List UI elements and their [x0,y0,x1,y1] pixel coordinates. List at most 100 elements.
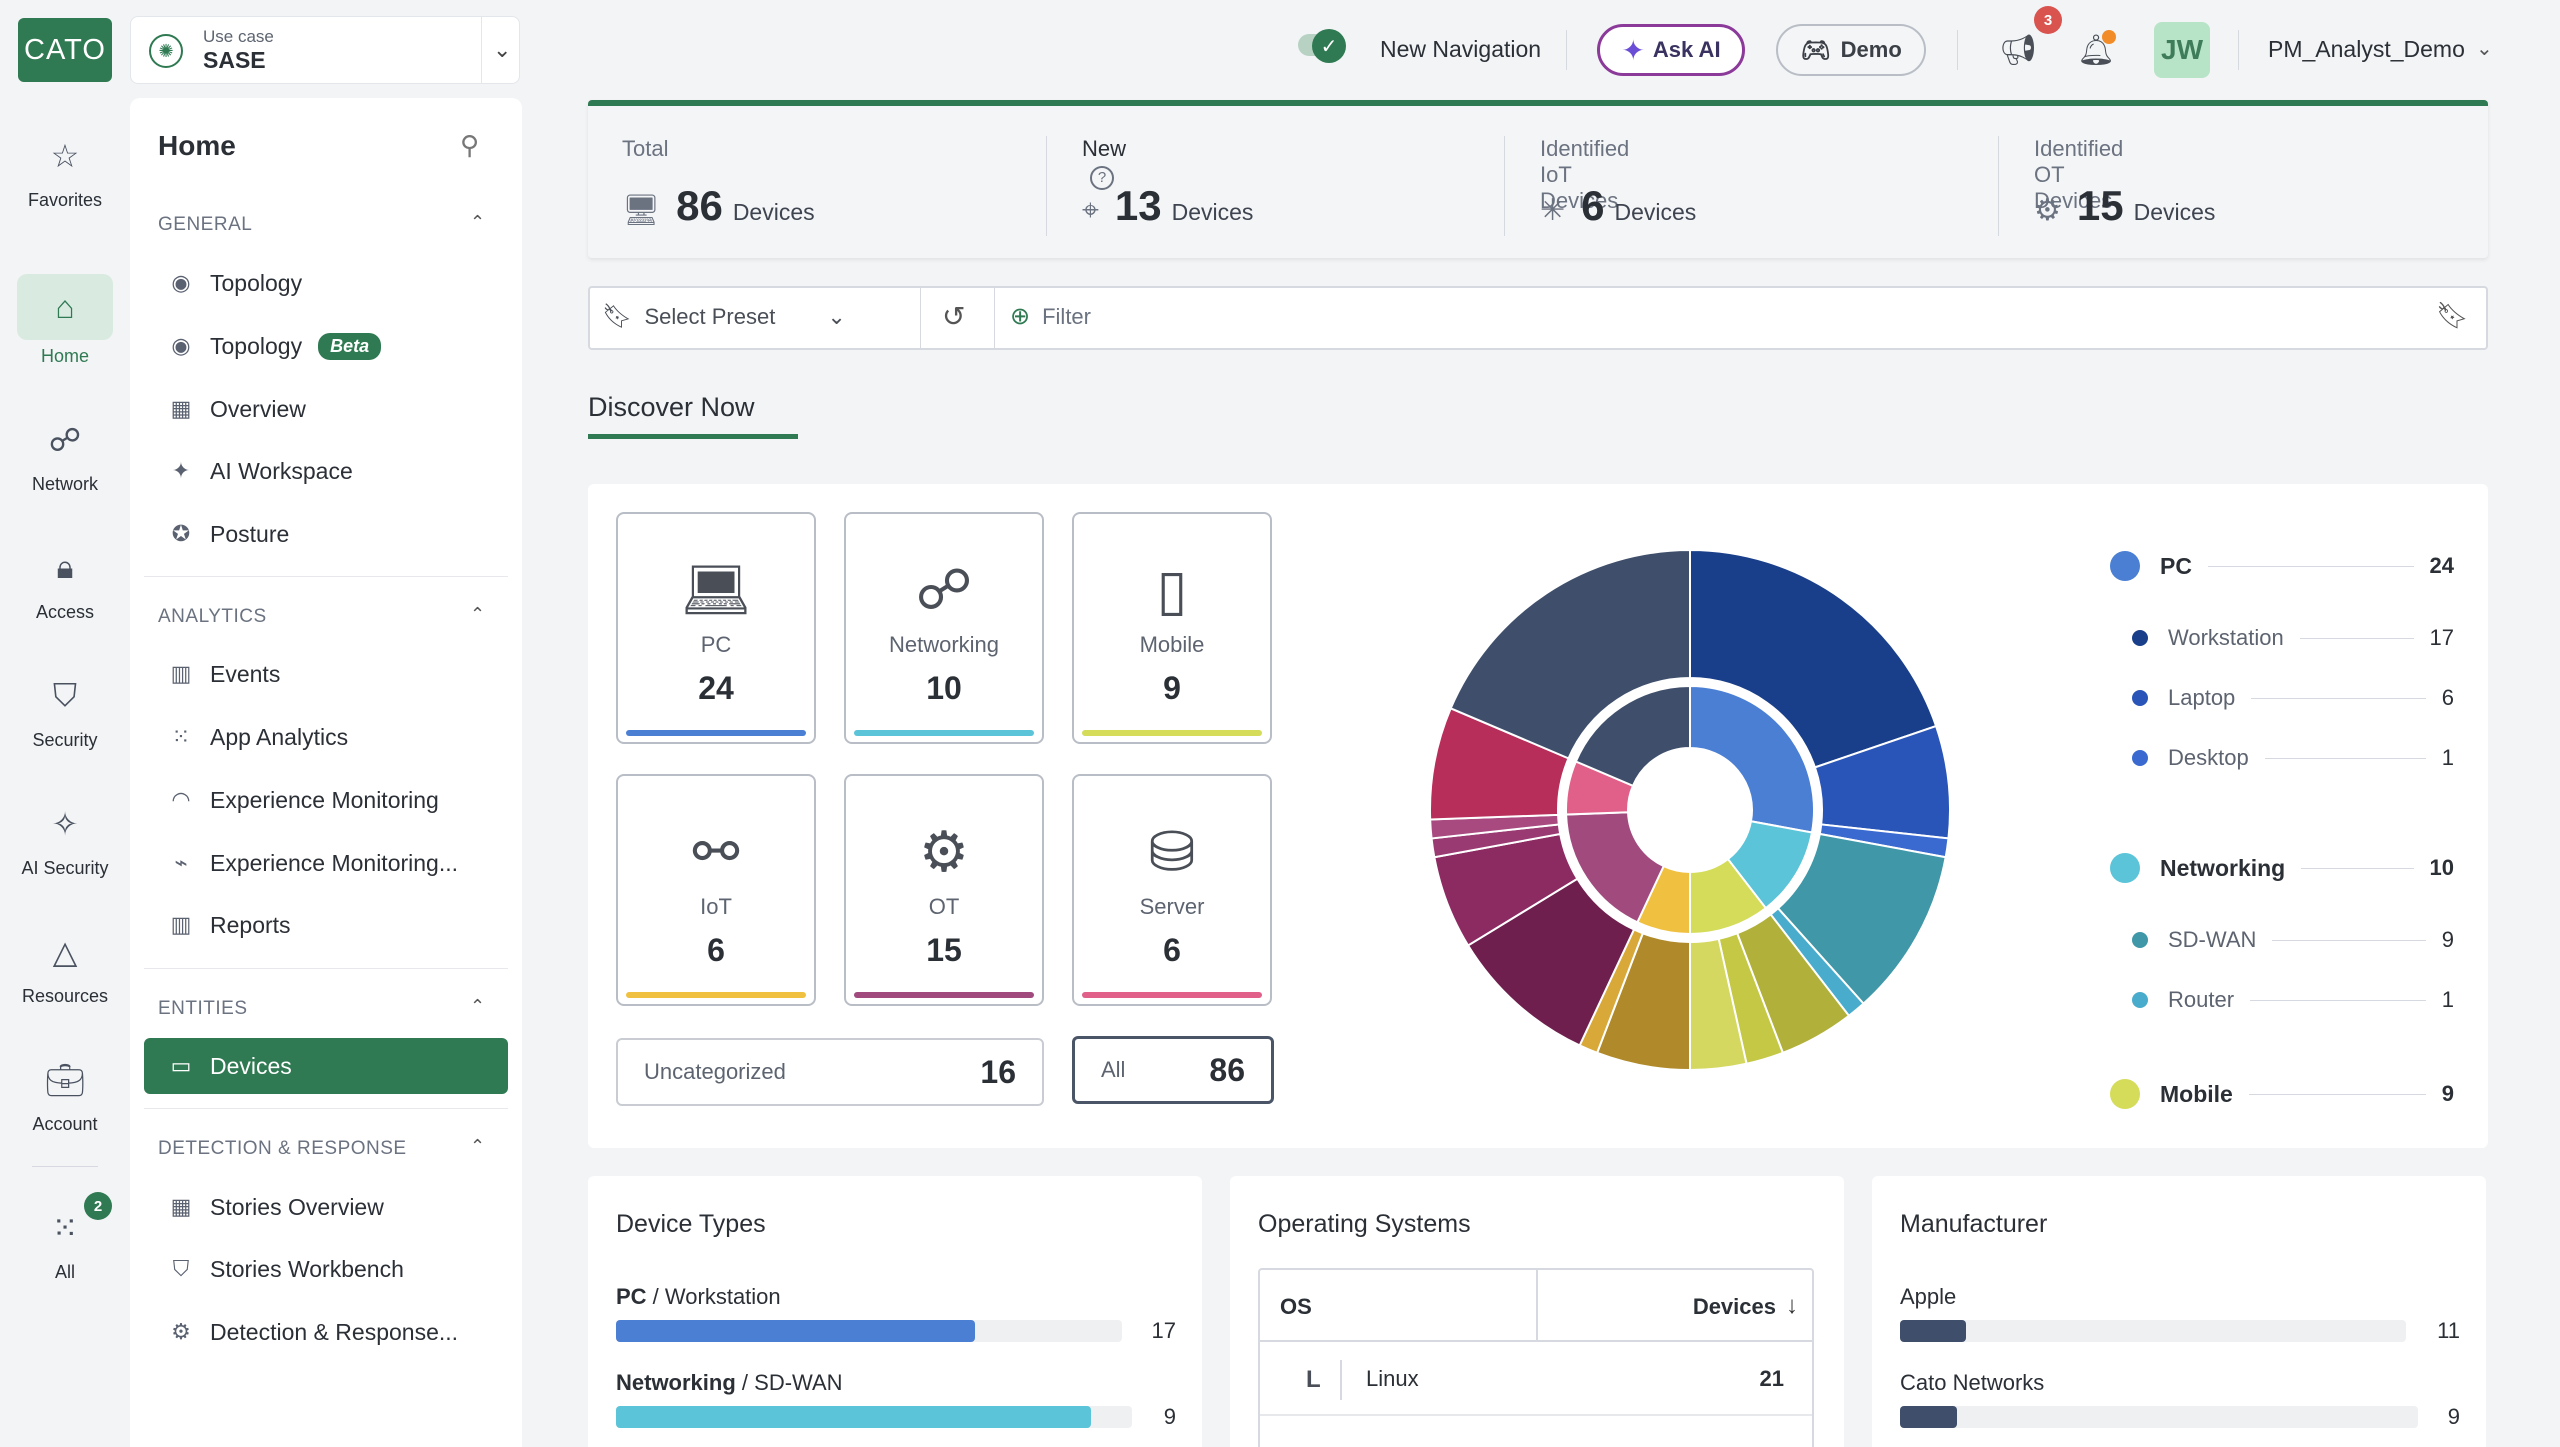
card-value: 16 [980,1053,1016,1090]
history-icon[interactable]: ↺ [942,301,966,332]
card-title: Device Types [616,1210,766,1238]
sidebar-item-overview[interactable]: ▦ Overview [144,381,508,437]
sidebar-item-posture[interactable]: ✪ Posture [144,506,508,562]
ask-ai-button[interactable]: ✦ Ask AI [1597,24,1745,76]
save-bookmark-icon[interactable]: 🔖︎ [2436,300,2470,330]
help-icon[interactable]: ? [1090,166,1114,190]
category-all[interactable]: All 86 [1072,1036,1274,1104]
briefcase-icon: 💼︎ [44,1062,86,1098]
network-icon: ☍ [915,558,973,621]
card-label: PC [700,632,732,657]
column-header-devices[interactable]: Devices [1692,1294,1776,1319]
sidebar-item-reports[interactable]: ▥ Reports [144,897,508,953]
filter-input[interactable]: ⊕ Filter [1010,302,1091,331]
select-preset-dropdown[interactable]: 🔖︎ Select Preset ⌄ [602,302,846,331]
new-navigation-toggle[interactable]: ✓ [1298,29,1346,63]
legend-leader-line [2251,697,2426,699]
megaphone-icon[interactable]: 📢︎ [1998,33,2038,67]
sidebar-item-ai-workspace[interactable]: ✦ AI Workspace [144,443,508,499]
category-card-mobile[interactable]: ▯ Mobile 9 [1072,512,1272,744]
user-name[interactable]: PM_Analyst_Demo [2268,36,2465,62]
rail-label: All [54,1262,75,1282]
sidebar-item-devices[interactable]: ▭ Devices [144,1038,508,1094]
demo-button[interactable]: 🎮︎ Demo [1776,24,1926,76]
sidebar-item-detection-response[interactable]: ⚙ Detection & Response... [144,1304,508,1360]
legend-item-workstation[interactable]: Workstation 17 [2132,620,2454,656]
rail-item-all[interactable]: ⁙ All [0,1200,130,1283]
sunburst-segment-uncategorized[interactable] [1574,684,1691,788]
sidebar-item-experience-monitoring[interactable]: ◠ Experience Monitoring [144,772,508,828]
column-header-os[interactable]: OS [1280,1294,1312,1319]
rail-item-ai-security[interactable]: ✧ AI Security [0,796,130,879]
device-sunburst-chart[interactable] [1420,540,1960,1080]
progress-fill [1900,1406,1957,1428]
manufacturer-row[interactable]: Apple 11 [1900,1284,2460,1343]
sidebar-item-stories-workbench[interactable]: ⛉ Stories Workbench [144,1241,508,1297]
sunburst-segment-uncategorized[interactable] [1449,548,1691,760]
device-type-category: PC [616,1284,647,1309]
cato-logo[interactable]: CATO [18,18,112,82]
sidebar-divider [144,968,508,969]
category-uncategorized[interactable]: Uncategorized 16 [616,1038,1044,1106]
chevron-up-icon[interactable]: ⌃ [470,996,486,1016]
legend-item-laptop[interactable]: Laptop 6 [2132,680,2454,716]
tab-discover-now[interactable]: Discover Now [588,392,755,422]
beta-badge: Beta [318,332,382,360]
manufacturer-name: Cato Networks [1900,1370,2045,1395]
sidebar-item-events[interactable]: ▥ Events [144,646,508,702]
device-type-row[interactable]: PC / Workstation 17 [616,1284,1176,1343]
rail-item-account[interactable]: 💼︎ Account [0,1052,130,1135]
legend-item-desktop[interactable]: Desktop 1 [2132,740,2454,776]
table-row[interactable]: L Linux 21 [1260,1344,1812,1416]
manufacturer-row[interactable]: Cato Networks 9 [1900,1370,2460,1429]
chevron-down-icon[interactable]: ⌄ [2476,38,2493,60]
rail-item-favorites[interactable]: ☆ Favorites [0,128,130,211]
legend-item-networking[interactable]: Networking 10 [2110,850,2454,886]
sunburst-segment-workstation[interactable] [1689,548,1938,769]
network-icon: ☍ [48,422,82,458]
legend-dot [2132,690,2148,706]
device-type-value: 9 [1163,1404,1176,1429]
legend-item-sd-wan[interactable]: SD-WAN 9 [2132,922,2454,958]
ai-shield-icon: ✧ [51,806,79,842]
sidebar-item-experience-monitoring-2[interactable]: ⌁ Experience Monitoring... [144,835,508,891]
rail-item-access[interactable]: 🔒︎ Access [0,540,130,623]
use-case-selector[interactable]: ✺ Use case SASE ⌄ [130,16,520,84]
sidebar-item-app-analytics[interactable]: ⁙ App Analytics [144,709,508,765]
sidebar-item-topology-beta[interactable]: ◉ Topology Beta [144,318,508,374]
sidebar-item-topology[interactable]: ◉ Topology [144,255,508,311]
category-card-networking[interactable]: ☍ Networking 10 [844,512,1044,744]
use-case-label: Use case [203,27,274,46]
stat-label: Identified OT Devices [2034,136,2124,213]
unpin-icon[interactable]: ⚲ [460,130,480,160]
legend-item-router[interactable]: Router 1 [2132,982,2454,1018]
device-type-row[interactable]: Networking / SD-WAN 9 [616,1370,1176,1429]
stat-unit: Devices [732,199,815,225]
category-card-iot[interactable]: ⚯ IoT 6 [616,774,816,1006]
sidebar-item-stories-overview[interactable]: ▦ Stories Overview [144,1179,508,1235]
sort-desc-icon[interactable]: ↓ [1786,1292,1798,1319]
chevron-up-icon[interactable]: ⌃ [470,212,486,232]
chevron-down-icon[interactable]: ⌄ [493,37,512,62]
rail-item-security[interactable]: ⛉ Security [0,668,130,751]
device-type-sub: Workstation [664,1284,781,1309]
sunburst-segment-pc[interactable] [1689,684,1815,834]
legend-leader-line [2272,939,2426,941]
sidebar-item-label: Events [210,660,281,687]
card-label: Uncategorized [644,1059,786,1084]
legend-dot [2132,750,2148,766]
chevron-up-icon[interactable]: ⌃ [470,1136,486,1156]
category-card-ot[interactable]: ⚙ OT 15 [844,774,1044,1006]
category-card-pc[interactable]: 💻︎ PC 24 [616,512,816,744]
legend-leader-line [2299,637,2414,639]
device-type-label: Networking / SD-WAN [616,1370,843,1395]
legend-item-mobile[interactable]: Mobile 9 [2110,1076,2454,1112]
rail-item-resources[interactable]: △ Resources [0,924,130,1007]
rail-item-home[interactable]: ⌂ Home [0,274,130,367]
avatar[interactable]: JW [2154,22,2210,78]
row-divider [1340,1360,1342,1400]
category-card-server[interactable]: ⛁ Server 6 [1072,774,1272,1006]
rail-item-network[interactable]: ☍ Network [0,412,130,495]
chevron-up-icon[interactable]: ⌃ [470,604,486,624]
legend-item-pc[interactable]: PC 24 [2110,548,2454,584]
